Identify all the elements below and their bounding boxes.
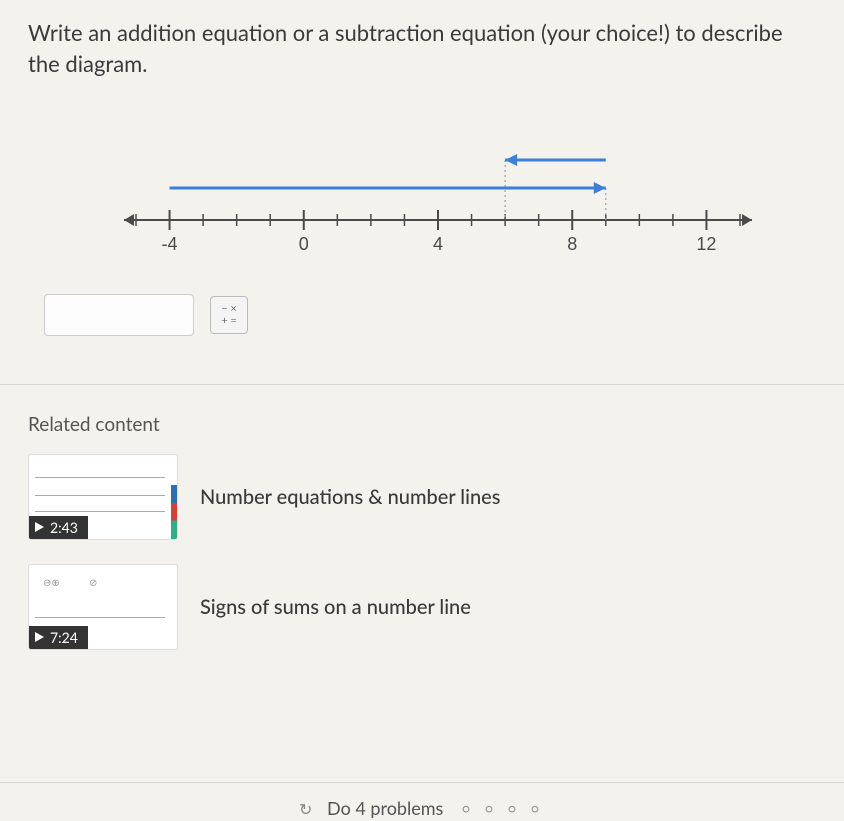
progress-dots: ○ ○ ○ ○ — [462, 801, 545, 816]
svg-text:12: 12 — [696, 234, 716, 250]
section-divider — [0, 384, 844, 385]
svg-text:-4: -4 — [162, 234, 178, 250]
video-title: Signs of sums on a number line — [200, 595, 471, 619]
play-icon — [35, 522, 44, 532]
svg-text:8: 8 — [567, 234, 577, 250]
number-line-diagram: -4 0 4 8 12 — [118, 120, 816, 254]
refresh-icon[interactable]: ↻ — [299, 800, 312, 819]
svg-text:0: 0 — [299, 234, 309, 250]
video-duration: 7:24 — [50, 629, 78, 646]
question-prompt: Write an addition equation or a subtract… — [28, 18, 816, 80]
play-icon — [35, 632, 44, 642]
footer-bar: ↻ Do 4 problems ○ ○ ○ ○ — [0, 782, 844, 821]
video-thumbnail: ⊖⊕ ⊘ 7:24 — [28, 564, 178, 650]
related-video-2[interactable]: ⊖⊕ ⊘ 7:24 Signs of sums on a number line — [28, 564, 816, 650]
duration-badge: 7:24 — [29, 626, 88, 649]
answer-row: − × + = — [44, 294, 816, 336]
answer-input[interactable] — [44, 294, 194, 336]
related-video-1[interactable]: 2:43 Number equations & number lines — [28, 454, 816, 540]
keypad-line1: − × — [221, 303, 237, 315]
video-title: Number equations & number lines — [200, 485, 500, 509]
video-duration: 2:43 — [50, 519, 78, 536]
footer-text: Do 4 problems — [327, 797, 443, 819]
duration-badge: 2:43 — [29, 516, 88, 539]
math-keypad-button[interactable]: − × + = — [210, 296, 248, 334]
svg-text:4: 4 — [433, 234, 443, 250]
related-content-heading: Related content — [28, 413, 816, 436]
video-thumbnail: 2:43 — [28, 454, 178, 540]
keypad-line2: + = — [221, 315, 237, 327]
